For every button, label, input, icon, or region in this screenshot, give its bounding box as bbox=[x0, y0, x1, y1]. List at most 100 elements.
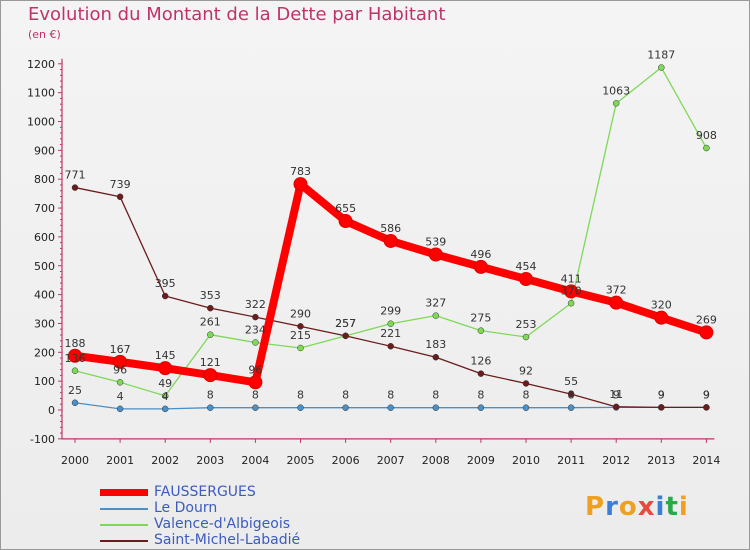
y-tick-label: 300 bbox=[34, 317, 55, 330]
data-label: 9 bbox=[703, 388, 710, 401]
data-label: 9 bbox=[703, 388, 710, 401]
data-label: 8 bbox=[342, 389, 349, 402]
data-label: 8 bbox=[432, 389, 439, 402]
data-point bbox=[297, 404, 304, 411]
data-point bbox=[703, 144, 710, 152]
data-label: 372 bbox=[606, 284, 627, 297]
unit-label: (en €) bbox=[28, 28, 61, 41]
legend-label: Saint-Michel-Labadié bbox=[154, 532, 301, 548]
data-point bbox=[658, 64, 665, 71]
data-point bbox=[473, 259, 488, 274]
data-label: 783 bbox=[290, 165, 311, 178]
data-label: 4 bbox=[162, 390, 169, 403]
data-label: 257 bbox=[335, 317, 356, 330]
data-point bbox=[68, 348, 82, 363]
x-tick-label: 2005 bbox=[287, 454, 315, 467]
data-point bbox=[658, 404, 665, 411]
data-point bbox=[203, 368, 218, 383]
data-point bbox=[519, 272, 533, 287]
x-tick-label: 2011 bbox=[557, 454, 585, 467]
data-label: 496 bbox=[470, 248, 491, 261]
legend-label: Valence-d'Albigeois bbox=[154, 516, 291, 532]
data-label: 9 bbox=[658, 388, 665, 401]
logo-letter: t bbox=[665, 492, 679, 522]
data-point bbox=[342, 404, 349, 411]
data-label: 290 bbox=[290, 307, 311, 320]
data-label: 8 bbox=[297, 389, 304, 402]
data-label: 586 bbox=[380, 222, 401, 235]
data-label: 275 bbox=[470, 312, 491, 325]
x-tick-label: 2006 bbox=[332, 454, 360, 467]
data-point bbox=[428, 247, 443, 262]
data-label: 8 bbox=[523, 389, 530, 402]
logo-letter: i bbox=[678, 492, 689, 522]
data-label: 8 bbox=[207, 389, 214, 402]
data-label: 8 bbox=[252, 389, 259, 402]
data-point bbox=[609, 295, 624, 310]
data-point bbox=[252, 313, 259, 321]
data-point bbox=[432, 312, 440, 319]
data-point bbox=[387, 320, 394, 327]
x-tick-label: 2007 bbox=[377, 454, 405, 467]
data-point bbox=[477, 327, 485, 334]
data-label: 454 bbox=[516, 260, 537, 273]
logo-letter: x bbox=[637, 492, 656, 522]
y-tick-label: 100 bbox=[34, 375, 55, 388]
data-label: 539 bbox=[425, 235, 446, 248]
data-point bbox=[71, 184, 79, 191]
legend-swatch bbox=[100, 540, 148, 542]
data-label: 253 bbox=[516, 318, 537, 331]
data-label: 411 bbox=[561, 272, 582, 285]
data-point bbox=[297, 344, 304, 352]
data-label: 234 bbox=[245, 323, 266, 336]
data-label: 370 bbox=[561, 284, 582, 297]
legend-label: FAUSSERGUES bbox=[154, 484, 256, 500]
logo-letter: o bbox=[618, 492, 638, 522]
x-tick-label: 2013 bbox=[647, 454, 675, 467]
data-label: 9 bbox=[658, 388, 665, 401]
data-label: 121 bbox=[200, 356, 221, 369]
data-label: 92 bbox=[519, 364, 533, 377]
data-label: 299 bbox=[380, 305, 401, 318]
y-tick-label: 1200 bbox=[27, 58, 55, 71]
data-label: 1187 bbox=[647, 49, 675, 62]
y-tick-label: 500 bbox=[34, 260, 55, 273]
data-point bbox=[116, 405, 124, 413]
data-label: 188 bbox=[65, 337, 86, 350]
data-point bbox=[158, 361, 173, 376]
data-point bbox=[387, 342, 394, 350]
data-label: 908 bbox=[696, 129, 717, 142]
data-point bbox=[567, 390, 575, 398]
y-tick-label: 600 bbox=[34, 231, 55, 244]
data-point bbox=[567, 404, 575, 411]
data-label: 8 bbox=[568, 389, 575, 402]
legend-label: Le Dourn bbox=[154, 500, 218, 516]
logo-letter: r bbox=[605, 492, 619, 522]
data-point bbox=[293, 177, 308, 192]
data-label: 1063 bbox=[602, 84, 630, 97]
x-tick-label: 2010 bbox=[512, 454, 540, 467]
data-label: 327 bbox=[425, 297, 446, 310]
x-tick-label: 2008 bbox=[422, 454, 450, 467]
data-label: 25 bbox=[68, 384, 82, 397]
legend-swatch bbox=[100, 524, 148, 526]
y-tick-label: 900 bbox=[34, 144, 55, 157]
data-label: 655 bbox=[335, 202, 356, 215]
data-point bbox=[699, 325, 714, 340]
data-label: 11 bbox=[609, 388, 623, 401]
data-label: 49 bbox=[158, 377, 172, 390]
logo-letter: P bbox=[585, 492, 606, 522]
data-point bbox=[207, 304, 214, 312]
data-label: 8 bbox=[387, 389, 394, 402]
data-label: 183 bbox=[425, 338, 446, 351]
data-point bbox=[477, 370, 485, 377]
x-tick-label: 2012 bbox=[602, 454, 630, 467]
data-label: 55 bbox=[564, 375, 578, 388]
data-label: 215 bbox=[290, 329, 311, 342]
legend-swatch bbox=[100, 489, 148, 496]
data-point bbox=[477, 404, 485, 411]
data-point bbox=[522, 333, 530, 341]
data-point bbox=[432, 353, 440, 361]
